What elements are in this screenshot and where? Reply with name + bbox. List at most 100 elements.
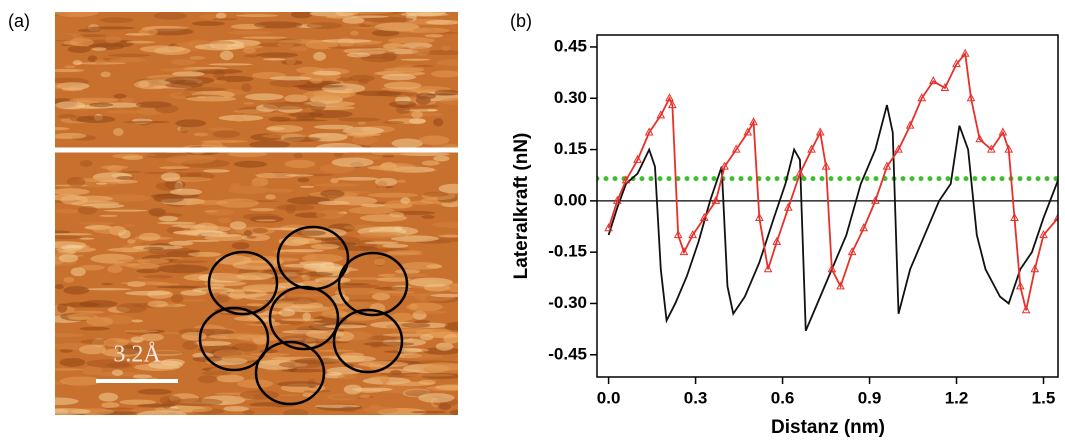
texture: [194, 43, 245, 51]
plot-area: [597, 48, 1058, 332]
texture: [262, 58, 286, 61]
texture: [408, 277, 453, 287]
texture: [55, 235, 83, 240]
texture: [382, 333, 433, 337]
data-marker: [1030, 264, 1040, 273]
texture: [312, 70, 342, 76]
data-marker: [668, 100, 677, 109]
texture: [173, 263, 186, 269]
texture: [246, 235, 257, 239]
texture: [67, 45, 91, 53]
data-marker: [749, 117, 758, 126]
x-tick-label: 1.2: [945, 388, 969, 407]
texture: [243, 54, 259, 58]
data-marker: [940, 82, 950, 92]
texture: [292, 84, 344, 88]
texture: [216, 374, 245, 383]
texture: [72, 60, 83, 66]
texture: [86, 316, 114, 327]
texture: [411, 64, 434, 68]
texture: [279, 249, 325, 253]
texture: [242, 112, 285, 117]
texture: [372, 385, 424, 394]
texture: [107, 165, 123, 173]
texture: [314, 238, 341, 241]
texture: [284, 159, 316, 169]
texture: [400, 58, 431, 61]
texture: [320, 39, 372, 43]
x-tick-label: 1.5: [1032, 388, 1056, 407]
texture: [252, 227, 268, 234]
texture: [313, 51, 327, 61]
texture: [64, 65, 76, 69]
y-tick-label: -0.15: [548, 242, 587, 261]
texture: [55, 135, 74, 140]
texture: [197, 375, 218, 384]
texture: [182, 340, 199, 350]
texture: [87, 55, 98, 62]
texture: [413, 310, 447, 315]
texture: [204, 234, 246, 242]
texture: [359, 394, 371, 399]
data-marker: [1015, 281, 1025, 290]
texture: [331, 157, 374, 167]
texture: [249, 208, 275, 212]
x-axis-label: Distanz (nm): [771, 417, 885, 438]
texture: [91, 47, 107, 51]
texture: [107, 53, 151, 57]
texture: [291, 12, 313, 19]
texture: [84, 288, 132, 291]
texture: [122, 155, 144, 161]
texture: [139, 27, 158, 36]
texture: [55, 230, 72, 234]
texture: [116, 303, 147, 314]
texture: [269, 76, 312, 81]
texture: [381, 74, 417, 81]
texture: [100, 71, 111, 78]
texture: [66, 313, 98, 320]
texture: [207, 127, 234, 131]
texture: [193, 132, 209, 137]
x-tick-label: 0.6: [771, 388, 795, 407]
texture: [185, 239, 220, 242]
texture: [334, 284, 381, 289]
data-marker: [859, 223, 869, 232]
texture: [154, 46, 191, 55]
texture: [61, 244, 83, 251]
texture: [402, 354, 443, 359]
texture: [262, 101, 312, 110]
texture: [136, 268, 160, 274]
texture: [70, 200, 120, 207]
data-marker: [743, 127, 753, 136]
texture: [120, 97, 135, 103]
texture: [342, 126, 385, 135]
texture: [391, 138, 423, 149]
texture: [228, 30, 273, 35]
texture: [297, 177, 310, 183]
texture: [255, 172, 298, 179]
texture: [157, 264, 209, 274]
texture: [396, 46, 410, 49]
texture: [418, 362, 458, 371]
texture: [200, 140, 249, 143]
texture: [59, 357, 86, 367]
texture: [409, 303, 418, 310]
texture: [430, 293, 458, 298]
texture: [189, 55, 206, 60]
texture: [263, 257, 300, 262]
texture: [245, 323, 292, 326]
texture: [236, 379, 274, 389]
texture: [191, 21, 225, 26]
texture: [433, 155, 450, 162]
texture: [55, 408, 91, 415]
texture: [342, 17, 365, 24]
texture: [167, 260, 209, 263]
texture: [253, 21, 303, 29]
texture: [347, 26, 384, 29]
texture: [355, 90, 402, 97]
texture: [441, 45, 451, 51]
lattice-circles: [198, 225, 409, 406]
texture: [445, 283, 458, 293]
texture: [87, 26, 135, 30]
texture: [99, 214, 118, 217]
